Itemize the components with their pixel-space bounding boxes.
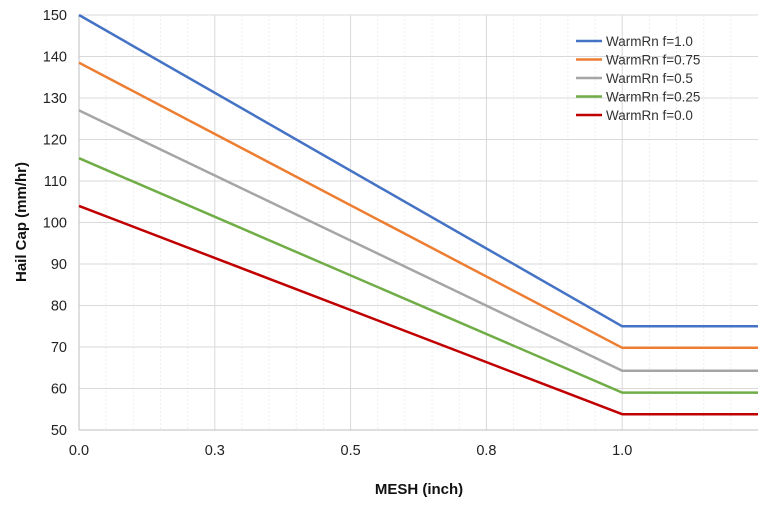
x-axis-title: MESH (inch) [375,481,463,498]
y-tick-label: 70 [51,340,67,356]
x-tick-label: 1.0 [612,443,632,459]
x-tick-label: 0.0 [69,443,89,459]
legend-label: WarmRn f=1.0 [606,34,693,49]
y-tick-label: 130 [43,91,67,107]
y-tick-label: 60 [51,382,67,398]
y-tick-label: 140 [43,50,67,66]
axes: 50 60 70 80 90 100 110 120 130 140 150 0.0 0.3 0.5 0.8… [43,8,758,459]
legend-label: WarmRn f=0.75 [606,53,700,68]
legend-label: WarmRn f=0.5 [606,71,693,86]
series-lines [78,13,758,416]
legend-label: WarmRn f=0.0 [606,108,693,123]
x-tick-label: 0.3 [205,443,225,459]
series-line-4 [78,157,758,394]
y-tick-label: 100 [43,216,67,232]
y-axis-title: Hail Cap (mm/hr) [13,162,30,282]
y-tick-label: 150 [43,8,67,24]
y-tick-label: 90 [51,257,67,273]
legend: WarmRn f=1.0 WarmRn f=0.75 WarmRn f=0.5 War… [576,34,700,123]
x-tick-label: 0.8 [476,443,496,459]
series-line-5 [78,204,758,416]
x-tick-label: 0.5 [341,443,361,459]
y-tick-label: 120 [43,133,67,149]
series-line-2 [78,61,758,350]
series-line-3 [78,109,758,372]
y-tick-label: 50 [51,423,67,439]
y-tick-label: 80 [51,299,67,315]
legend-label: WarmRn f=0.25 [606,90,700,105]
y-tick-label: 110 [44,174,67,190]
series-line-1 [78,13,758,328]
